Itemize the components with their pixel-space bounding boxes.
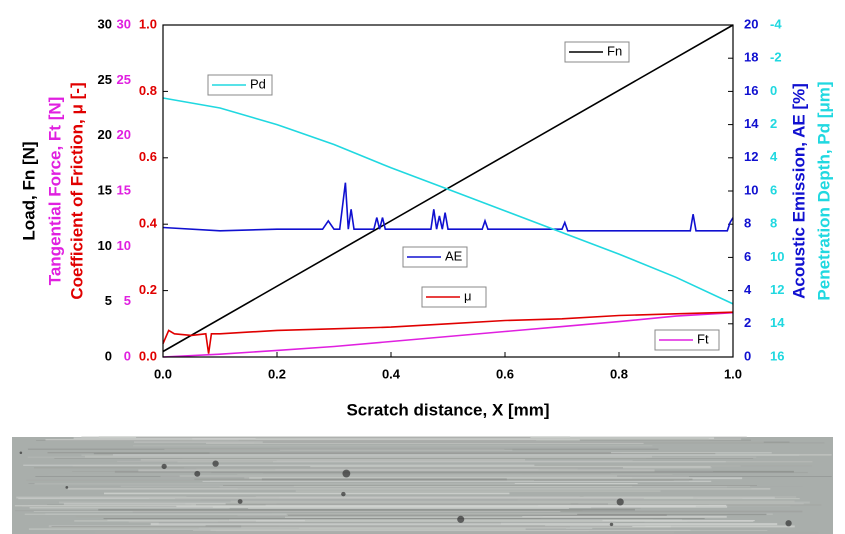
- y-tick-label: 6: [744, 249, 751, 264]
- y-tick-label: 25: [98, 72, 112, 87]
- y-tick-label: 10: [98, 238, 112, 253]
- y-tick-label: 10: [744, 182, 758, 197]
- micrograph: [12, 436, 833, 534]
- y-tick-label: 16: [744, 83, 758, 98]
- axis-title: Acoustic Emission, AE [%]: [789, 83, 808, 299]
- y-tick-label: 6: [770, 182, 777, 197]
- y-tick-label: 25: [117, 72, 131, 87]
- y-tick-label: 8: [770, 216, 777, 231]
- axis-title: Tangential Force, Ft [N]: [45, 97, 64, 286]
- micrograph-spot: [616, 498, 624, 506]
- micrograph-spot: [19, 451, 23, 455]
- y-tick-label: 10: [117, 238, 131, 253]
- y-tick-label: 14: [744, 116, 759, 131]
- x-tick-label: 0.6: [496, 366, 514, 381]
- y-tick-label: 12: [744, 149, 758, 164]
- y-tick-label: 0: [124, 348, 131, 363]
- plot-frame: [162, 24, 734, 358]
- micrograph-spot: [161, 463, 167, 470]
- x-tick-label: 0.2: [268, 366, 286, 381]
- axis-title: Coefficient of Friction, μ [-]: [67, 82, 86, 299]
- y-tick-label: 0: [105, 348, 112, 363]
- y-tick-label: 20: [744, 16, 758, 31]
- y-tick-label: 20: [98, 127, 112, 142]
- y-tick-label: 15: [117, 182, 131, 197]
- axis-title: Penetration Depth, Pd [μm]: [814, 81, 833, 300]
- y-tick-label: 20: [117, 127, 131, 142]
- y-tick-label: 16: [770, 348, 784, 363]
- x-axis-title: Scratch distance, X [mm]: [346, 400, 549, 419]
- y-tick-label: 0.4: [139, 216, 158, 231]
- micrograph-spot: [65, 486, 69, 489]
- y-tick-label: 0.6: [139, 149, 157, 164]
- x-tick-label: 0.4: [382, 366, 401, 381]
- y-tick-label: -2: [770, 50, 782, 65]
- series-line: [162, 311, 734, 354]
- axis-title: Load, Fn [N]: [19, 141, 38, 240]
- micrograph-spot: [342, 469, 351, 478]
- y-tick-label: -4: [770, 16, 782, 31]
- x-tick-label: 1.0: [724, 366, 742, 381]
- y-tick-label: 30: [98, 16, 112, 31]
- x-tick-label: 0.8: [610, 366, 628, 381]
- y-tick-label: 2: [770, 116, 777, 131]
- legend-label: AE: [445, 248, 463, 263]
- legend-label: Ft: [697, 331, 709, 346]
- y-tick-label: 0.8: [139, 83, 157, 98]
- y-tick-label: 5: [124, 293, 131, 308]
- y-tick-label: 10: [770, 249, 784, 264]
- series-line: [162, 311, 734, 358]
- micrograph-spot: [609, 522, 614, 527]
- y-tick-label: 4: [770, 149, 778, 164]
- y-tick-label: 0: [770, 83, 777, 98]
- micrograph-spot: [785, 520, 792, 527]
- y-tick-label: 14: [770, 315, 785, 330]
- y-tick-label: 2: [744, 315, 751, 330]
- micrograph-spot: [341, 491, 346, 497]
- legend-label: μ: [464, 288, 472, 303]
- y-tick-label: 0: [744, 348, 751, 363]
- legend-label: Fn: [607, 43, 622, 58]
- y-tick-label: 4: [744, 282, 752, 297]
- y-tick-label: 15: [98, 182, 112, 197]
- micrograph-spot: [457, 515, 465, 523]
- series-line: [162, 97, 734, 305]
- y-tick-label: 5: [105, 293, 112, 308]
- x-tick-label: 0.0: [154, 366, 172, 381]
- y-tick-label: 12: [770, 282, 784, 297]
- micrograph-spot: [194, 470, 201, 477]
- micrograph-spot: [212, 460, 219, 467]
- legend-label: Pd: [250, 76, 266, 91]
- y-tick-label: 0.2: [139, 282, 157, 297]
- y-tick-label: 18: [744, 50, 758, 65]
- series-line: [162, 182, 734, 232]
- y-tick-label: 1.0: [139, 16, 157, 31]
- y-tick-label: 0.0: [139, 348, 157, 363]
- y-tick-label: 30: [117, 16, 131, 31]
- series-line: [162, 24, 734, 353]
- micrograph-spot: [237, 499, 243, 504]
- y-tick-label: 8: [744, 216, 751, 231]
